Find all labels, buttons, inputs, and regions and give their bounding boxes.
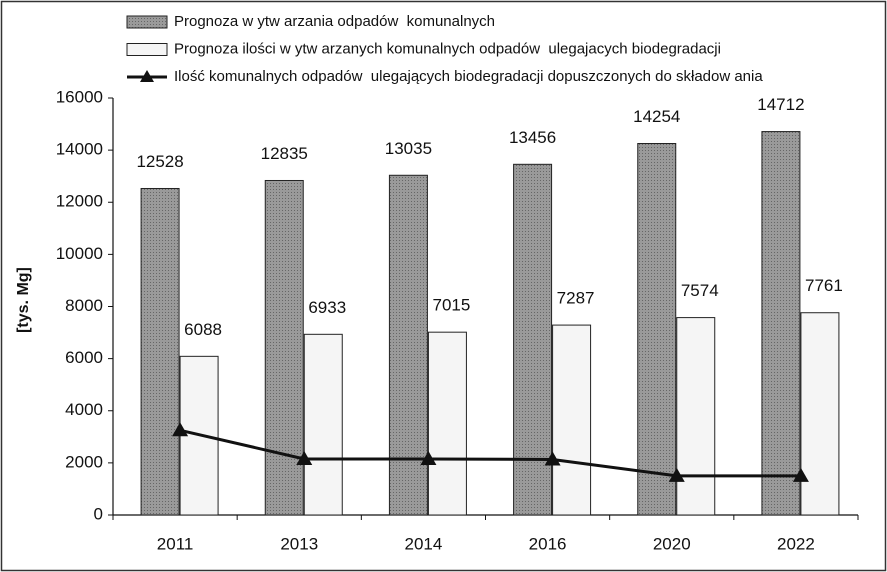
y-tick-label: 4000	[65, 400, 103, 419]
bar	[303, 333, 343, 516]
line-marker	[792, 467, 809, 482]
data-label: 13035	[385, 139, 432, 158]
bar	[427, 331, 467, 516]
data-label: 14712	[757, 95, 804, 114]
legend-marker	[140, 70, 154, 82]
line	[179, 428, 801, 478]
line-marker	[668, 467, 685, 482]
data-label: 7015	[433, 296, 471, 315]
bar	[552, 324, 592, 516]
data-label: 12835	[261, 144, 308, 163]
data-label: 7287	[557, 289, 595, 308]
y-tick-label: 12000	[56, 192, 103, 211]
data-label: 7574	[681, 281, 719, 300]
y-axis-label: [tys. Mg]	[15, 267, 32, 333]
x-tick-label: 2016	[529, 534, 567, 553]
data-label: 13456	[509, 128, 556, 147]
y-tick-label: 2000	[65, 452, 103, 471]
data-label: 12528	[136, 152, 183, 171]
data-label: 6933	[308, 298, 346, 317]
data-label: 6088	[184, 320, 222, 339]
bar	[761, 131, 801, 516]
x-tick-label: 2014	[405, 534, 443, 553]
line-marker	[172, 422, 189, 437]
bar	[264, 179, 304, 516]
data-label: 7761	[805, 276, 843, 295]
legend-swatch	[126, 43, 168, 56]
y-tick-label: 14000	[56, 140, 103, 159]
legend-label: Prognoza ilości w ytw arzanych komunalny…	[174, 40, 721, 57]
data-label: 14254	[633, 107, 680, 126]
bar	[140, 187, 180, 516]
bar	[513, 163, 553, 516]
line-marker	[296, 450, 313, 465]
x-tick-label: 2020	[653, 534, 691, 553]
x-tick-label: 2011	[157, 534, 194, 553]
y-tick-label: 8000	[65, 296, 103, 315]
bar	[637, 143, 677, 516]
y-tick-label: 16000	[56, 87, 103, 106]
line-marker	[544, 451, 561, 466]
line-marker	[420, 450, 437, 465]
bar	[676, 317, 716, 516]
y-tick-label: 10000	[56, 244, 103, 263]
bar	[800, 312, 840, 516]
legend-label: Ilość komunalnych odpadów ulegających bi…	[174, 68, 763, 85]
x-tick-label: 2022	[777, 534, 815, 553]
y-tick-label: 0	[94, 504, 103, 523]
x-tick-label: 2013	[280, 534, 318, 553]
y-tick-label: 6000	[65, 348, 103, 367]
legend-swatch	[126, 15, 168, 29]
legend-label: Prognoza w ytw arzania odpadów komunalny…	[174, 13, 495, 30]
